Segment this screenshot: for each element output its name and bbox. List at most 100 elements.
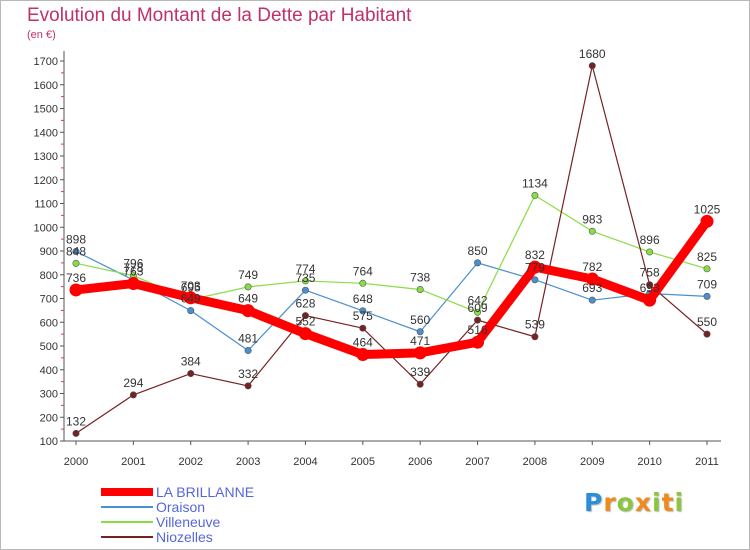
- x-tick-label: 2009: [580, 456, 604, 468]
- data-label: 552: [295, 315, 315, 329]
- data-label: 471: [410, 334, 430, 348]
- data-point: [703, 330, 711, 338]
- data-point: [585, 272, 599, 286]
- data-point: [643, 293, 657, 307]
- data-label: 384: [181, 355, 201, 369]
- logo-letter: x: [634, 488, 652, 517]
- data-label: 896: [640, 233, 660, 247]
- series-line-oraison: [75, 250, 708, 352]
- data-label: 1680: [579, 47, 606, 61]
- data-label: 642: [468, 293, 488, 307]
- data-label: 796: [123, 257, 143, 271]
- legend-swatch: [101, 488, 153, 496]
- data-point: [588, 62, 596, 70]
- logo-letter: i: [674, 488, 685, 517]
- y-tick-label: 300: [40, 389, 58, 401]
- x-tick-label: 2011: [695, 456, 719, 468]
- data-label: 294: [123, 376, 143, 390]
- y-tick-label: 500: [40, 341, 58, 353]
- x-tick-label: 2003: [236, 456, 260, 468]
- data-point: [474, 308, 482, 316]
- logo-letter: P: [584, 488, 604, 517]
- legend-label: Niozelles: [156, 529, 213, 545]
- data-point: [301, 312, 309, 320]
- data-label: 778: [123, 261, 143, 275]
- chart-unit: (en €): [27, 29, 56, 41]
- data-point: [703, 265, 711, 273]
- y-tick-label: 1600: [34, 80, 58, 92]
- data-point: [588, 227, 596, 235]
- data-label: 825: [697, 250, 717, 264]
- series-line-niozelles: [75, 65, 708, 434]
- data-label: 736: [66, 271, 86, 285]
- x-tick-label: 2000: [64, 456, 88, 468]
- data-label: 693: [640, 281, 660, 295]
- x-tick-label: 2006: [408, 456, 432, 468]
- y-tick-label: 1100: [34, 199, 58, 211]
- data-label: 649: [181, 292, 201, 306]
- data-label: 782: [582, 260, 602, 274]
- data-point: [359, 307, 367, 315]
- data-point: [244, 347, 252, 355]
- data-label: 464: [353, 336, 373, 350]
- data-point: [359, 324, 367, 332]
- data-point: [413, 346, 427, 360]
- data-label: 609: [468, 301, 488, 315]
- x-tick-label: 2005: [351, 456, 375, 468]
- x-tick-label: 2010: [637, 456, 661, 468]
- data-label: 848: [66, 244, 86, 258]
- data-label: 550: [697, 315, 717, 329]
- y-tick-label: 1300: [34, 151, 58, 163]
- data-point: [416, 380, 424, 388]
- legend-swatch: [101, 506, 153, 508]
- data-label: 850: [468, 244, 488, 258]
- data-point: [184, 291, 198, 305]
- y-tick-label: 1500: [34, 104, 58, 116]
- series-line-la-brillanne: [71, 216, 712, 360]
- data-label: 481: [238, 332, 258, 346]
- data-label: 983: [582, 212, 602, 226]
- data-point: [187, 370, 195, 378]
- x-tick-label: 2001: [121, 456, 145, 468]
- data-point: [244, 382, 252, 390]
- x-tick-label: 2008: [523, 456, 547, 468]
- data-label: 832: [525, 248, 545, 262]
- data-label: 758: [640, 266, 660, 280]
- data-point: [126, 277, 140, 291]
- legend-swatch: [101, 521, 153, 523]
- chart-title: Evolution du Montant de la Dette par Hab…: [27, 5, 412, 26]
- data-label: 1025: [694, 202, 721, 216]
- y-tick-label: 1400: [34, 127, 58, 139]
- y-tick-label: 800: [40, 270, 58, 282]
- data-point: [416, 285, 424, 293]
- y-tick-label: 1200: [34, 175, 58, 187]
- data-point: [531, 191, 539, 199]
- x-tick-label: 2004: [293, 456, 317, 468]
- data-label: 648: [353, 292, 373, 306]
- data-point: [588, 296, 596, 304]
- data-label: 132: [66, 414, 86, 428]
- data-point: [301, 286, 309, 294]
- data-point: [72, 259, 80, 267]
- data-point: [359, 279, 367, 287]
- legend-label: Villeneuve: [156, 514, 221, 530]
- data-point: [129, 391, 137, 399]
- data-label: 898: [66, 232, 86, 246]
- proxiti-logo: Proxiti: [584, 488, 684, 517]
- data-label: 738: [410, 270, 430, 284]
- data-label: 779: [525, 261, 545, 275]
- data-point: [528, 260, 542, 274]
- legend-label: LA BRILLANNE: [156, 484, 255, 500]
- logo-letter: o: [616, 488, 635, 517]
- data-point: [646, 281, 654, 289]
- legend-swatch: [101, 536, 153, 538]
- data-label: 539: [525, 318, 545, 332]
- y-tick-label: 900: [40, 246, 58, 258]
- data-point: [187, 307, 195, 315]
- data-label: 560: [410, 313, 430, 327]
- data-point: [474, 316, 482, 324]
- data-point: [703, 292, 711, 300]
- data-point: [416, 328, 424, 336]
